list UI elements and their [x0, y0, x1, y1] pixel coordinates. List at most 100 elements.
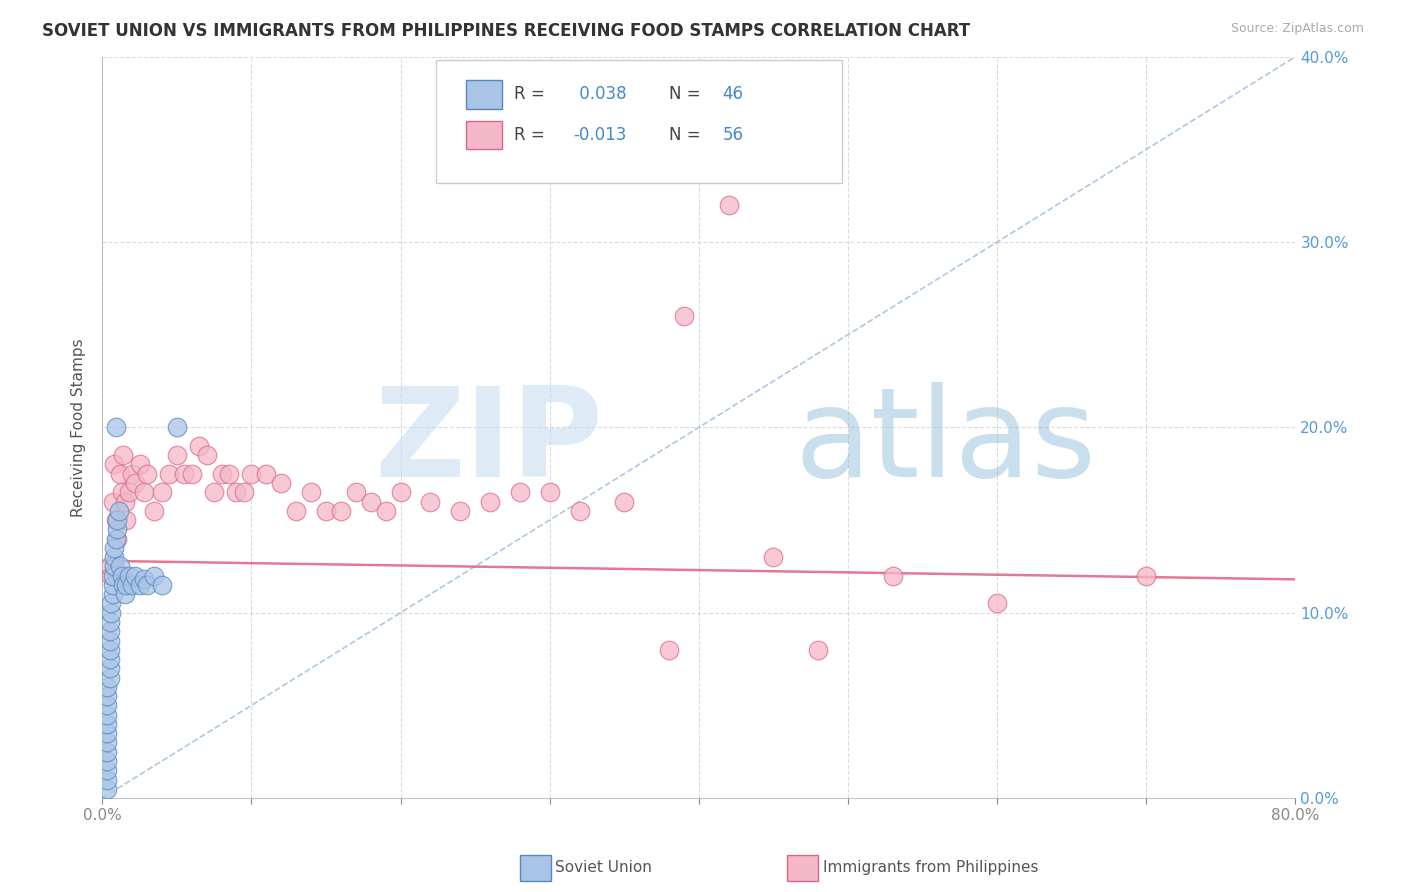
Point [103, 541, 125, 555]
Point [195, 448, 218, 462]
Point [96, 764, 118, 778]
Point [101, 587, 124, 601]
Point [613, 494, 636, 508]
Point [143, 504, 166, 518]
Point [96, 680, 118, 694]
Point [449, 504, 471, 518]
Bar [467, 121, 502, 149]
Point [157, 467, 180, 481]
Point [132, 573, 155, 587]
Point [173, 467, 195, 481]
Point [315, 504, 337, 518]
Point [104, 513, 127, 527]
Point [538, 485, 561, 500]
Point [115, 578, 138, 592]
Point [96, 698, 118, 713]
Point [108, 467, 131, 481]
Point [98, 642, 121, 657]
Point [240, 467, 263, 481]
Point [360, 494, 382, 508]
Text: atlas: atlas [794, 382, 1097, 503]
Point [100, 597, 122, 611]
Text: R =: R = [513, 126, 544, 144]
Point [96, 772, 118, 787]
Point [225, 485, 247, 500]
Text: Source: ZipAtlas.com: Source: ZipAtlas.com [1230, 22, 1364, 36]
Point [344, 485, 367, 500]
Point [136, 578, 159, 592]
Point [103, 458, 125, 472]
Point [105, 513, 128, 527]
Text: R =: R = [513, 85, 544, 103]
Point [118, 568, 141, 582]
Point [128, 578, 150, 592]
Point [299, 485, 322, 500]
Text: N =: N = [669, 126, 700, 144]
Point [121, 467, 143, 481]
Point [150, 578, 173, 592]
Point [150, 485, 173, 500]
Point [101, 494, 124, 508]
Point [107, 504, 129, 518]
Point [270, 475, 292, 490]
Point [232, 485, 254, 500]
Point [807, 642, 830, 657]
Point [882, 568, 904, 582]
Point [110, 485, 132, 500]
Point [211, 467, 233, 481]
FancyBboxPatch shape [436, 61, 842, 183]
Point [1135, 568, 1157, 582]
Point [136, 467, 159, 481]
Point [389, 485, 412, 500]
Point [479, 494, 502, 508]
Point [202, 485, 225, 500]
Point [509, 485, 531, 500]
Point [166, 448, 188, 462]
Point [100, 568, 122, 582]
Text: N =: N = [669, 85, 700, 103]
Text: 56: 56 [723, 126, 744, 144]
Point [105, 532, 128, 546]
Text: SOVIET UNION VS IMMIGRANTS FROM PHILIPPINES RECEIVING FOOD STAMPS CORRELATION CH: SOVIET UNION VS IMMIGRANTS FROM PHILIPPI… [42, 22, 970, 40]
Point [986, 597, 1008, 611]
Point [568, 504, 591, 518]
Point [104, 420, 127, 434]
Y-axis label: Receiving Food Stamps: Receiving Food Stamps [72, 338, 86, 516]
Point [112, 448, 135, 462]
Bar [467, 80, 502, 109]
Point [98, 624, 121, 639]
Point [98, 652, 121, 666]
Text: -0.013: -0.013 [574, 126, 627, 144]
Point [419, 494, 441, 508]
Point [112, 578, 135, 592]
Point [254, 467, 277, 481]
Point [96, 745, 118, 759]
Point [96, 735, 118, 749]
Point [114, 587, 136, 601]
Point [188, 439, 211, 453]
Point [105, 522, 128, 536]
Point [124, 568, 146, 582]
Point [98, 615, 121, 629]
Text: ZIP: ZIP [374, 382, 603, 503]
Point [374, 504, 396, 518]
Point [101, 568, 124, 582]
Point [121, 578, 143, 592]
Point [96, 781, 118, 796]
Point [115, 513, 138, 527]
Point [96, 754, 118, 768]
Point [108, 559, 131, 574]
Point [98, 671, 121, 685]
Text: 46: 46 [723, 85, 744, 103]
Point [104, 532, 127, 546]
Point [96, 717, 118, 731]
Point [118, 485, 141, 500]
Text: Immigrants from Philippines: Immigrants from Philippines [823, 861, 1038, 875]
Point [98, 633, 121, 648]
Point [143, 568, 166, 582]
Point [96, 707, 118, 722]
Point [103, 550, 125, 565]
Point [98, 559, 121, 574]
Point [717, 198, 740, 212]
Point [128, 458, 150, 472]
